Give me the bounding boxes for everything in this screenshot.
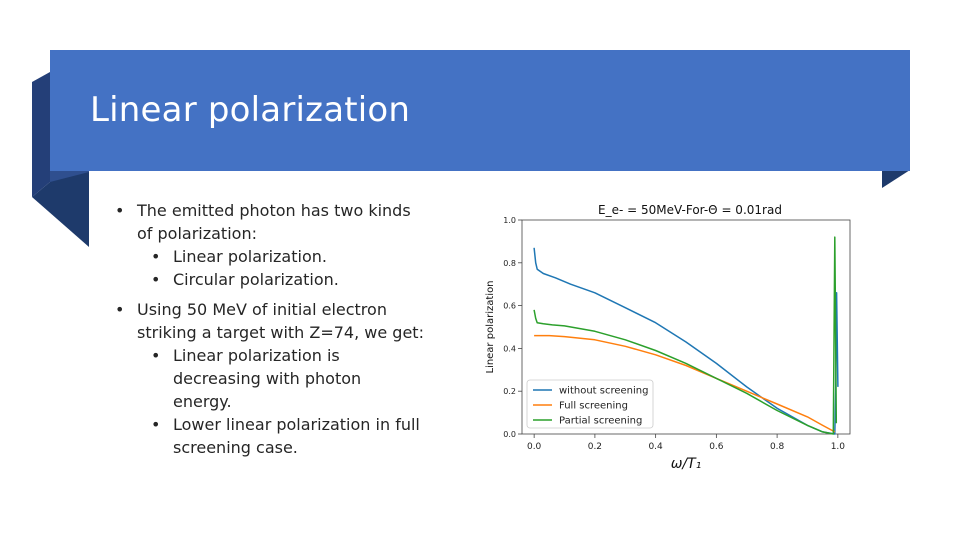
bullet-dot-icon: • bbox=[115, 300, 125, 319]
bullet-dot-icon: • bbox=[151, 346, 161, 365]
y-axis-label: Linear polarization bbox=[485, 280, 496, 373]
slide-title: Linear polarization bbox=[90, 90, 411, 130]
x-tick-label: 0.0 bbox=[527, 442, 542, 452]
bullet-line: Using 50 MeV of initial electron bbox=[137, 300, 387, 319]
x-tick-label: 0.6 bbox=[709, 442, 724, 452]
series-line-1 bbox=[534, 334, 836, 433]
fold-shadow-edge bbox=[32, 72, 50, 197]
legend: without screening Full screening Partial s… bbox=[526, 379, 654, 429]
fold-shadow-lower bbox=[32, 172, 89, 247]
x-tick-label: 1.0 bbox=[831, 442, 846, 452]
legend-box bbox=[526, 379, 654, 429]
sub-bullet-item: • Circular polarization. bbox=[112, 268, 452, 291]
y-tick-label: 0.2 bbox=[503, 387, 516, 396]
series-line-2 bbox=[533, 236, 838, 435]
sub-bullet-item: • Linear polarization. bbox=[112, 245, 452, 268]
legend-entry: without screening bbox=[559, 386, 648, 397]
bullet-dot-icon: • bbox=[151, 415, 161, 434]
bullet-line: energy. bbox=[173, 392, 232, 411]
x-tick-label: 0.4 bbox=[648, 442, 663, 452]
bullet-line: decreasing with photon bbox=[173, 369, 362, 388]
y-tick-label: 0.4 bbox=[503, 344, 516, 353]
x-axis-label: ω/T₁ bbox=[671, 456, 702, 472]
bullet-dot-icon: • bbox=[115, 201, 125, 220]
bullet-item: • Using 50 MeV of initial electron strik… bbox=[112, 298, 452, 344]
legend-entry: Full screening bbox=[559, 401, 628, 412]
series-line-0 bbox=[533, 247, 839, 435]
x-tick-label: 0.2 bbox=[588, 442, 602, 452]
bullet-line: Lower linear polarization in full bbox=[173, 415, 420, 434]
title-fold-right bbox=[882, 170, 910, 188]
y-tick-label: 0.8 bbox=[503, 259, 516, 268]
bullet-line: striking a target with Z=74, we get: bbox=[137, 323, 424, 342]
sub-bullet-item: • Lower linear polarization in full scre… bbox=[112, 413, 452, 459]
y-tick-label: 0.0 bbox=[503, 430, 516, 439]
bullet-line: Linear polarization is bbox=[173, 346, 340, 365]
bullet-line: of polarization: bbox=[137, 224, 257, 243]
bullet-list: • The emitted photon has two kinds of po… bbox=[112, 199, 452, 459]
bullet-dot-icon: • bbox=[151, 270, 161, 289]
y-tick-label: 1.0 bbox=[503, 216, 516, 225]
chart-background bbox=[480, 196, 860, 480]
bullet-line: Linear polarization. bbox=[173, 247, 327, 266]
bullet-line: Circular polarization. bbox=[173, 270, 339, 289]
plot-frame bbox=[521, 219, 851, 435]
y-tick-label: 0.6 bbox=[503, 302, 516, 311]
bullet-line: screening case. bbox=[173, 438, 298, 457]
legend-entry: Partial screening bbox=[559, 416, 642, 427]
bullet-line: The emitted photon has two kinds bbox=[137, 201, 411, 220]
chart-title: E_e- = 50MeV-For-Θ = 0.01rad bbox=[598, 203, 782, 217]
bullet-dot-icon: • bbox=[151, 247, 161, 266]
sub-bullet-item: • Linear polarization is decreasing with… bbox=[112, 344, 452, 413]
polarization-chart: E_e- = 50MeV-For-Θ = 0.01rad 0.0 0.2 0.4 0.… bbox=[480, 196, 860, 480]
title-band: Linear polarization bbox=[50, 50, 910, 171]
bullet-item: • The emitted photon has two kinds of po… bbox=[112, 199, 452, 245]
x-tick-label: 0.8 bbox=[770, 442, 785, 452]
